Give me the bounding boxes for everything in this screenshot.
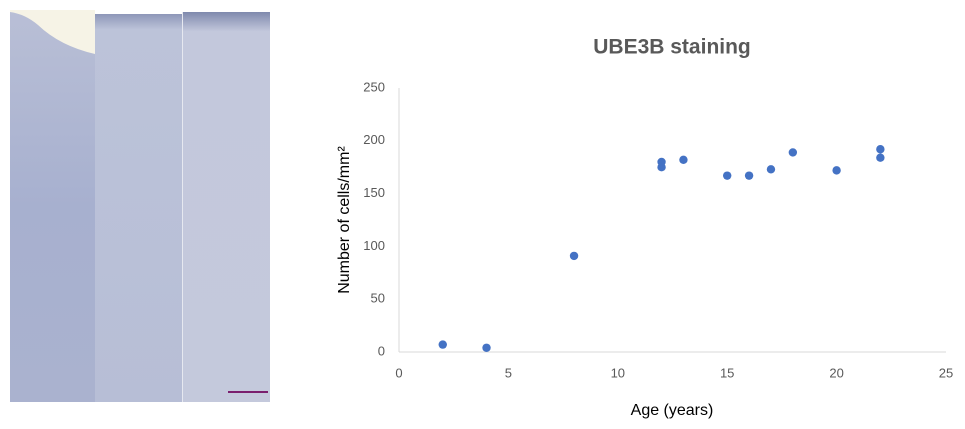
point	[876, 145, 884, 153]
tissue-panel	[10, 10, 95, 402]
y-tick-label: 250	[363, 79, 385, 94]
point	[789, 148, 797, 156]
x-axis-label: Age (years)	[631, 402, 714, 419]
x-tick-label: 20	[829, 365, 843, 380]
point	[832, 166, 840, 174]
y-tick-label: 50	[371, 291, 385, 306]
x-tick-label: 0	[395, 365, 402, 380]
y-tick-label: 200	[363, 132, 385, 147]
x-tick-label: 5	[505, 365, 512, 380]
point	[745, 171, 753, 179]
point	[723, 171, 731, 179]
point	[657, 163, 665, 171]
point	[482, 344, 490, 352]
x-tick-label: 25	[939, 365, 953, 380]
point	[439, 340, 447, 348]
micrograph	[10, 10, 270, 402]
point	[876, 153, 884, 161]
tissue-panel	[95, 14, 182, 402]
y-axis-label: Number of cells/mm²	[336, 146, 353, 294]
x-tick-label: 15	[720, 365, 734, 380]
page: UBE3B staining Age (years) Number of cel…	[0, 0, 965, 429]
y-tick-label: 100	[363, 238, 385, 253]
tissue-panel	[183, 12, 270, 402]
point	[679, 156, 687, 164]
y-tick-label: 150	[363, 185, 385, 200]
y-tick-label: 0	[378, 343, 385, 358]
point	[767, 165, 775, 173]
figure: UBE3B staining Age (years) Number of cel…	[0, 0, 965, 429]
chart-title: UBE3B staining	[593, 36, 751, 59]
x-tick-label: 10	[611, 365, 625, 380]
point	[570, 252, 578, 260]
